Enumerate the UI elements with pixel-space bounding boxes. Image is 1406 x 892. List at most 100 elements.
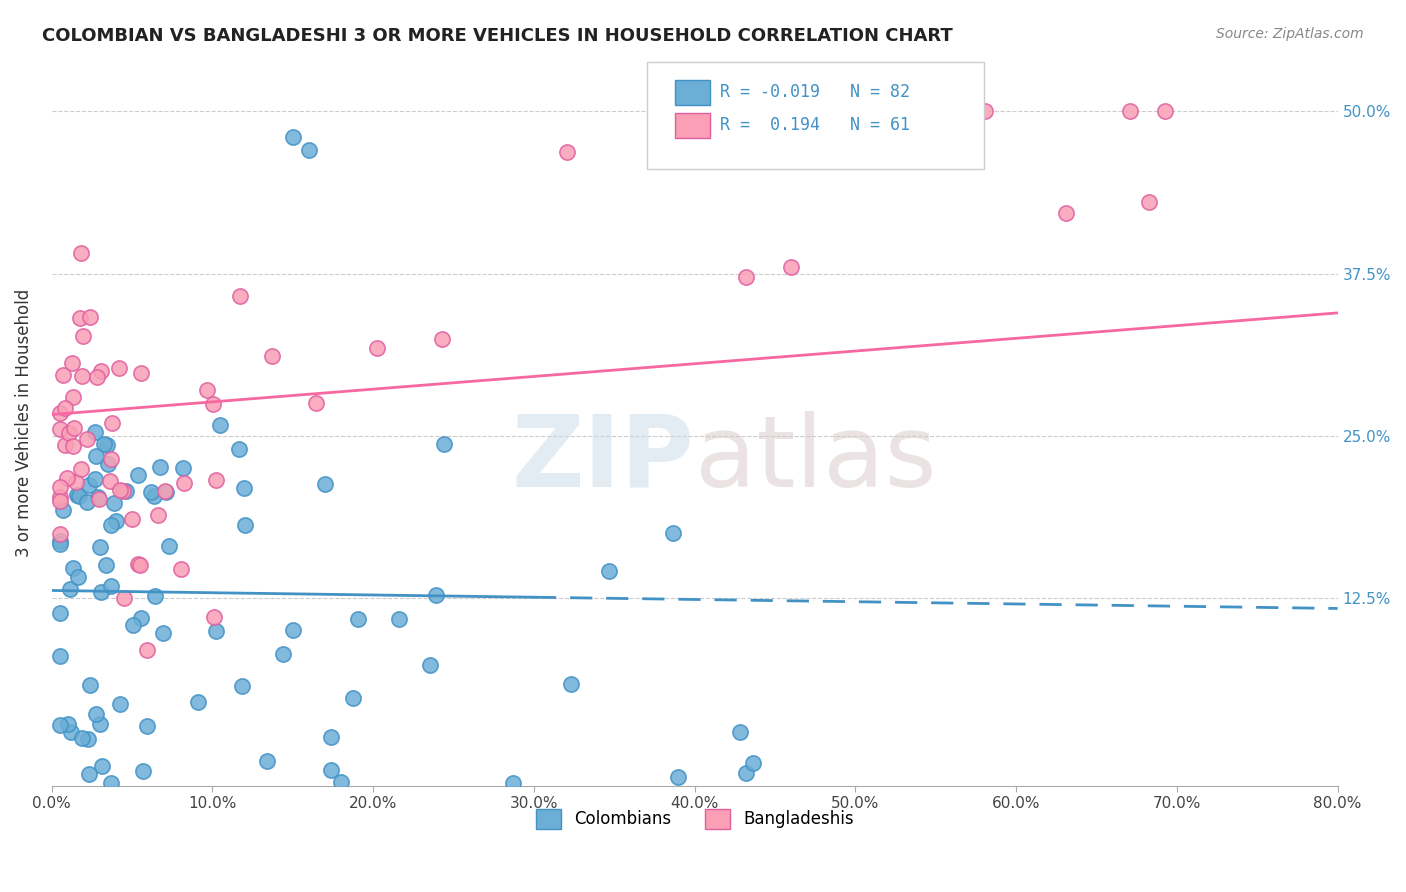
- Point: [103, 496, 125, 510]
- Point: [153, 483, 176, 498]
- Point: [598, 565, 620, 579]
- Point: [146, 508, 169, 522]
- Point: [49, 649, 72, 664]
- Point: [101, 416, 124, 430]
- Point: [271, 648, 294, 662]
- Point: [973, 104, 995, 119]
- Point: [110, 483, 132, 497]
- Point: [281, 624, 304, 638]
- Point: [131, 366, 153, 380]
- Point: [70, 731, 93, 745]
- Point: [172, 460, 194, 475]
- Point: [662, 525, 685, 540]
- Point: [89, 540, 111, 554]
- Point: [55, 471, 77, 485]
- Point: [741, 756, 763, 770]
- Point: [62, 391, 84, 405]
- Point: [49, 606, 72, 620]
- Point: [90, 585, 112, 599]
- Text: ZIP: ZIP: [512, 410, 695, 508]
- Point: [912, 151, 935, 165]
- Point: [233, 481, 256, 495]
- Point: [202, 610, 225, 624]
- Point: [205, 624, 228, 638]
- Y-axis label: 3 or more Vehicles in Household: 3 or more Vehicles in Household: [15, 289, 32, 557]
- Point: [143, 589, 166, 603]
- Point: [136, 719, 159, 733]
- Point: [86, 369, 108, 384]
- Point: [425, 588, 447, 602]
- Point: [49, 717, 72, 731]
- Point: [59, 582, 82, 597]
- Point: [97, 457, 120, 471]
- Point: [1153, 104, 1175, 119]
- Point: [66, 570, 89, 584]
- Point: [87, 491, 110, 506]
- Point: [735, 765, 758, 780]
- Point: [128, 558, 150, 572]
- Point: [62, 439, 84, 453]
- Point: [347, 611, 370, 625]
- Point: [72, 329, 94, 343]
- Point: [366, 341, 388, 355]
- Point: [65, 475, 87, 489]
- Point: [83, 425, 105, 439]
- Point: [121, 618, 143, 632]
- Point: [100, 776, 122, 790]
- Point: [195, 384, 218, 398]
- Point: [127, 558, 149, 572]
- Point: [229, 289, 252, 303]
- Point: [112, 591, 135, 605]
- Point: [108, 361, 131, 376]
- Point: [100, 452, 122, 467]
- Point: [304, 396, 326, 410]
- Text: R =  0.194   N = 61: R = 0.194 N = 61: [720, 116, 910, 134]
- Point: [132, 764, 155, 778]
- Point: [129, 610, 152, 624]
- Point: [93, 437, 115, 451]
- Point: [62, 421, 84, 435]
- Point: [49, 526, 72, 541]
- Point: [83, 472, 105, 486]
- Point: [94, 558, 117, 573]
- Point: [49, 537, 72, 551]
- Point: [298, 144, 321, 158]
- Point: [87, 490, 110, 504]
- Point: [319, 730, 342, 744]
- Text: atlas: atlas: [695, 410, 936, 508]
- Point: [319, 763, 342, 777]
- Point: [737, 122, 759, 136]
- Point: [142, 490, 165, 504]
- Point: [100, 579, 122, 593]
- Point: [77, 732, 100, 747]
- Text: COLOMBIAN VS BANGLADESHI 3 OR MORE VEHICLES IN HOUSEHOLD CORRELATION CHART: COLOMBIAN VS BANGLADESHI 3 OR MORE VEHIC…: [42, 27, 953, 45]
- Point: [49, 407, 72, 421]
- Point: [209, 418, 232, 433]
- Point: [555, 145, 578, 160]
- Point: [139, 485, 162, 500]
- Point: [780, 260, 803, 274]
- Point: [155, 485, 177, 500]
- Point: [329, 775, 352, 789]
- Point: [187, 695, 209, 709]
- Point: [56, 717, 79, 731]
- Point: [49, 490, 72, 504]
- Point: [202, 396, 225, 410]
- Point: [256, 754, 278, 768]
- Point: [260, 349, 283, 363]
- Point: [100, 517, 122, 532]
- Point: [49, 533, 72, 548]
- Point: [1137, 195, 1160, 210]
- Point: [67, 490, 90, 504]
- Point: [233, 518, 256, 533]
- Point: [69, 246, 91, 260]
- Point: [135, 643, 157, 657]
- Point: [52, 368, 75, 382]
- Point: [1118, 104, 1140, 119]
- Point: [104, 515, 127, 529]
- Point: [314, 477, 336, 491]
- Point: [55, 438, 77, 452]
- Point: [77, 478, 100, 492]
- Point: [90, 364, 112, 378]
- Point: [66, 488, 89, 502]
